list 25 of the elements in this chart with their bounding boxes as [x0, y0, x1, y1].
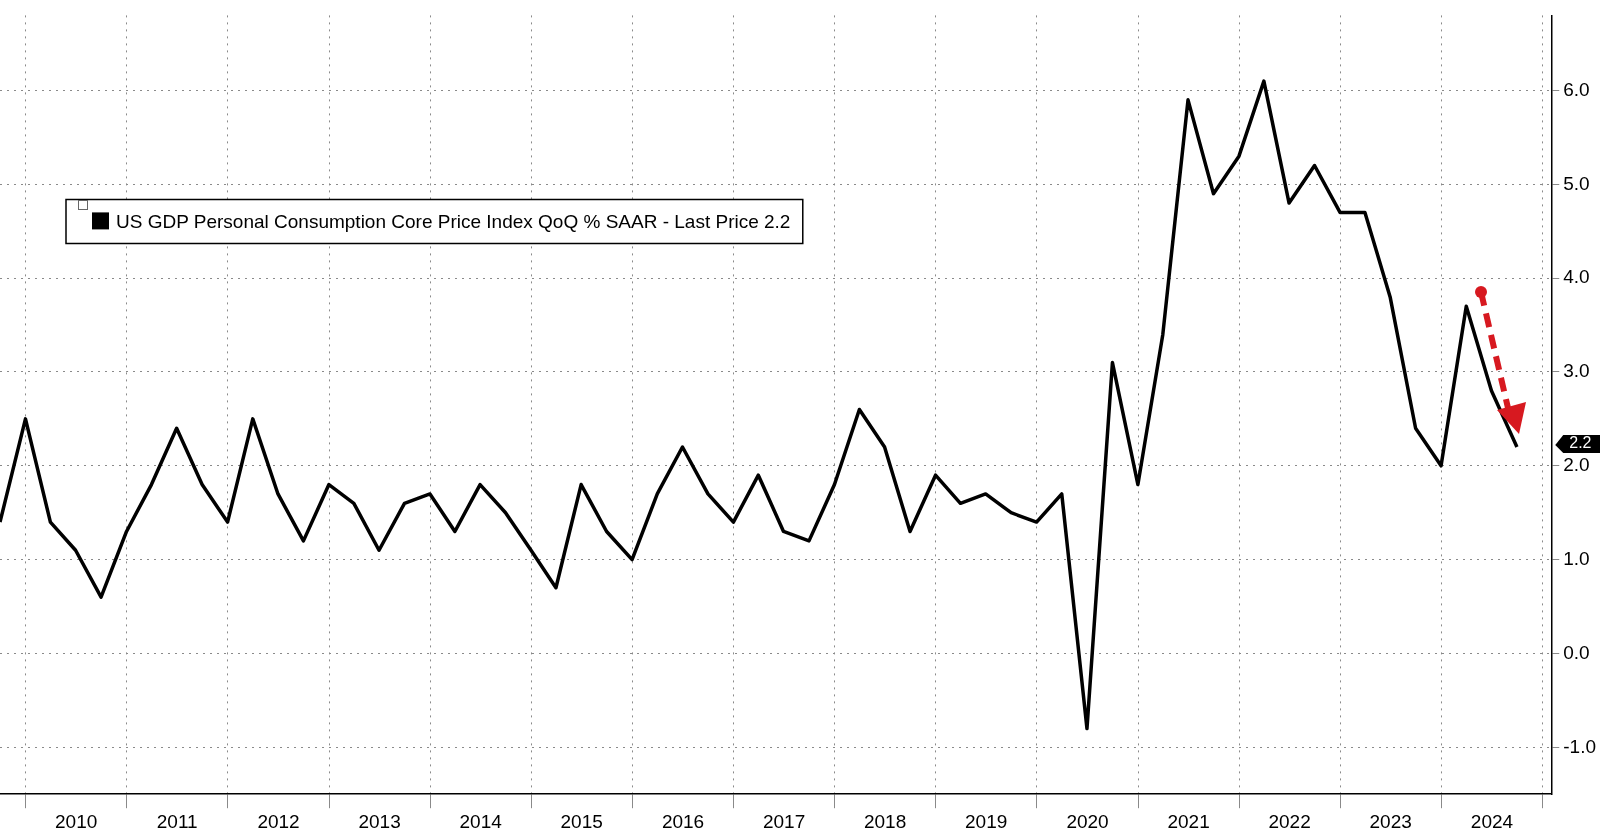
x-tick-label: 2023: [1369, 810, 1412, 832]
x-tick-label: 2019: [965, 810, 1008, 832]
y-tick-label: -1.0: [1563, 735, 1597, 757]
legend-label: US GDP Personal Consumption Core Price Index QoQ % SAAR - Last Price 2.2: [116, 210, 791, 232]
x-tick-label: 2010: [55, 810, 98, 832]
x-tick-label: 2014: [459, 810, 503, 832]
x-tick-label: 2022: [1268, 810, 1311, 832]
x-tick-label: 2012: [257, 810, 300, 832]
y-tick-label: 0.0: [1563, 641, 1590, 663]
x-tick-label: 2015: [560, 810, 603, 832]
y-tick-label: 1.0: [1563, 547, 1590, 569]
y-tick-label: 4.0: [1563, 266, 1590, 288]
x-tick-label: 2011: [156, 810, 198, 832]
y-tick-label: 2.0: [1563, 454, 1590, 476]
x-tick-label: 2013: [358, 810, 401, 832]
y-tick-label: 3.0: [1563, 360, 1590, 382]
x-tick-label: 2024: [1470, 810, 1514, 832]
text: 2.2: [1569, 434, 1592, 452]
x-tick-label: 2020: [1066, 810, 1109, 832]
y-tick-label: 5.0: [1563, 172, 1590, 194]
x-tick-label: 2021: [1167, 810, 1210, 832]
y-tick-label: 6.0: [1563, 78, 1590, 100]
x-tick-label: 2016: [661, 810, 705, 832]
x-tick-label: 2017: [762, 810, 806, 832]
x-tick-label: 2018: [863, 810, 907, 832]
